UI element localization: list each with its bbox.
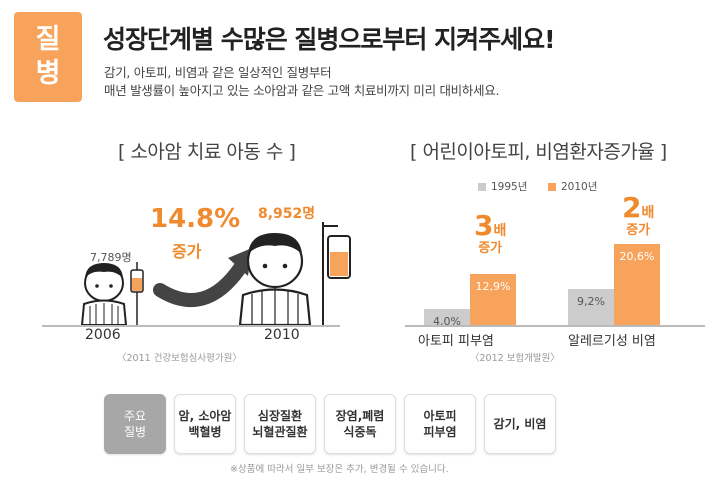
footnote: ※상품에 따라서 일부 보장은 추가, 변경될 수 있습니다.	[230, 464, 449, 475]
tab-cancer[interactable]: 암, 소아암 백혈병	[174, 394, 236, 454]
multiplier-atopy-unit: 배	[493, 223, 507, 239]
category-label-atopy: 아토피 피부염	[418, 334, 494, 349]
page-headline: 성장단계별 수많은 질병으로부터 지켜주세요!	[103, 25, 556, 54]
tab-cold-rhinitis[interactable]: 감기, 비염	[484, 394, 556, 454]
bar-value-label: 9,2%	[577, 295, 605, 308]
left-baseline	[42, 325, 340, 327]
iv-bag-large-icon	[322, 222, 351, 325]
bar-value-label: 4,0%	[433, 315, 461, 328]
legend-item-1995: 1995년	[478, 179, 527, 194]
bar-rhinitis-2010	[614, 244, 660, 325]
patient-count-2010: 8,952명	[258, 206, 316, 222]
patient-count-2006: 7,789명	[90, 251, 132, 264]
left-source: 〈2011 건강보험심사평가원〉	[117, 353, 242, 364]
multiplier-rhinitis: 2배 증가	[622, 191, 655, 238]
tab-atopy[interactable]: 아토피 피부염	[404, 394, 476, 454]
multiplier-atopy-word: 증가	[478, 241, 503, 256]
tab-main-diseases[interactable]: 주요 질병	[104, 394, 166, 454]
legend-label-1995: 1995년	[491, 181, 528, 193]
tab-heart-brain[interactable]: 심장질환 뇌혈관질환	[244, 394, 316, 454]
legend-swatch-2010	[548, 182, 556, 191]
legend-swatch-1995	[478, 182, 486, 191]
bar-rhinitis-1995	[568, 289, 614, 325]
legend-item-2010: 2010년	[548, 179, 597, 194]
badge-char-1: 질	[35, 24, 61, 55]
chart-title: [ 어린이아토피, 비염환자증가율 ]	[410, 141, 667, 163]
year-label-2006: 2006	[85, 327, 121, 343]
multiplier-atopy: 3배 증가	[474, 209, 507, 256]
legend-label-2010: 2010년	[561, 181, 598, 193]
year-label-2010: 2010	[264, 327, 300, 343]
category-label-rhinitis: 알레르기성 비염	[568, 334, 656, 349]
subtitle-line-2: 매년 발생률이 높아지고 있는 소아암과 같은 고액 치료비까지 미리 대비하세…	[104, 83, 500, 98]
disease-tab-bar: 주요 질병 암, 소아암 백혈병 심장질환 뇌혈관질환 장염,폐렴 식중독 아토…	[104, 394, 556, 454]
subtitle-line-1: 감기, 아토피, 비염과 같은 일상적인 질병부터	[104, 65, 332, 80]
iv-bag-small-icon	[130, 262, 144, 325]
bar-value-label: 12,9%	[475, 280, 511, 293]
category-badge: 질 병	[14, 12, 82, 102]
badge-char-2: 병	[35, 58, 61, 89]
bar-atopy-2010	[470, 274, 516, 325]
tab-enteritis[interactable]: 장염,폐렴 식중독	[324, 394, 396, 454]
chart-source: 〈2012 보험개발원〉	[470, 353, 560, 364]
bar-value-label: 20,6%	[619, 250, 655, 263]
increase-percent: 14.8%	[150, 204, 241, 234]
child-figure-2010-icon	[238, 233, 312, 327]
multiplier-rhinitis-num: 2	[622, 191, 642, 224]
child-figure-2006-icon	[80, 263, 128, 326]
bar-atopy-1995	[424, 309, 470, 325]
multiplier-rhinitis-word: 증가	[626, 223, 651, 238]
left-section-title: [ 소아암 치료 아동 수 ]	[118, 141, 296, 163]
growth-arrow-icon	[153, 248, 252, 308]
multiplier-rhinitis-unit: 배	[641, 205, 655, 221]
chart-baseline	[405, 325, 705, 327]
increase-word: 증가	[172, 242, 202, 261]
multiplier-atopy-num: 3	[474, 209, 494, 242]
